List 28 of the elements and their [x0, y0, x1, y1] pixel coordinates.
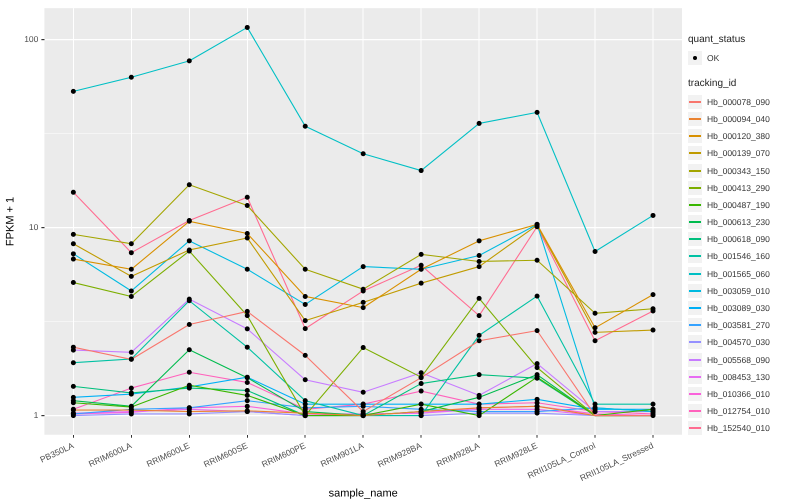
- legend-label: Hb_000618_090: [707, 234, 770, 244]
- y-tick-label: 10: [28, 222, 39, 232]
- legend-label: Hb_003059_010: [707, 286, 770, 296]
- x-axis-title: sample_name: [328, 487, 398, 500]
- legend-label: Hb_001565_060: [707, 268, 770, 279]
- legend-label: Hb_003089_030: [707, 303, 770, 314]
- y-axis-title: FPKM + 1: [4, 196, 17, 246]
- legend-title: tracking_id: [688, 78, 738, 90]
- y-tick-label: 100: [24, 34, 39, 44]
- legend-label: Hb_012754_010: [707, 406, 770, 416]
- legend-label: Hb_003581_270: [707, 320, 770, 330]
- legend-label: Hb_000487_190: [707, 200, 770, 210]
- legend-label: Hb_010366_010: [707, 388, 770, 399]
- y-tick-label: 1: [34, 410, 39, 420]
- text: quant_status: [688, 34, 746, 45]
- legend-label: Hb_000413_290: [707, 182, 770, 193]
- legend-label: Hb_000343_150: [707, 166, 770, 176]
- legend-label: Hb_000139_070: [707, 148, 770, 158]
- legend-label: Hb_000120_380: [707, 131, 770, 142]
- legend-label: Hb_008453_130: [707, 372, 770, 382]
- legend-label: Hb_004570_030: [707, 337, 770, 348]
- legend-label: OK: [707, 52, 720, 63]
- legend-label: Hb_000078_090: [707, 96, 770, 107]
- legend-label: Hb_005568_090: [707, 354, 770, 365]
- legend-label: Hb_001546_160: [707, 251, 770, 262]
- legend-label: Hb_000613_230: [707, 217, 770, 228]
- legend-label: Hb_000094_040: [707, 114, 770, 124]
- legend-label: Hb_152540_010: [707, 423, 770, 434]
